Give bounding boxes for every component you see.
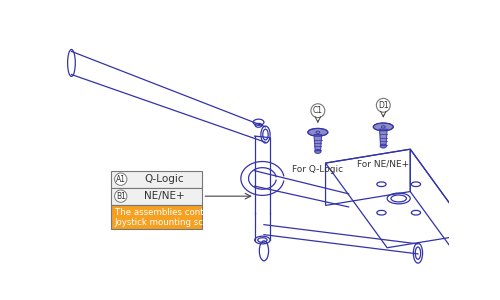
Ellipse shape	[315, 150, 321, 153]
Bar	[112, 171, 202, 188]
Ellipse shape	[380, 144, 386, 148]
Bar	[112, 205, 202, 229]
Ellipse shape	[308, 128, 328, 136]
Text: C1: C1	[313, 106, 323, 115]
Text: B1: B1	[116, 192, 126, 201]
Circle shape	[114, 190, 127, 202]
Text: NE/NE+: NE/NE+	[144, 191, 184, 201]
Text: For NE/NE+: For NE/NE+	[357, 159, 410, 168]
Circle shape	[114, 173, 127, 185]
Text: For Q-Logic: For Q-Logic	[292, 165, 344, 174]
Text: The assemblies contain the
Joystick mounting screws.: The assemblies contain the Joystick moun…	[114, 208, 234, 227]
Text: A1: A1	[116, 175, 126, 184]
Ellipse shape	[374, 123, 394, 131]
Text: D1: D1	[378, 101, 388, 110]
Polygon shape	[314, 135, 322, 152]
Polygon shape	[380, 129, 387, 146]
Bar	[112, 188, 202, 205]
Text: Q-Logic: Q-Logic	[144, 174, 184, 184]
